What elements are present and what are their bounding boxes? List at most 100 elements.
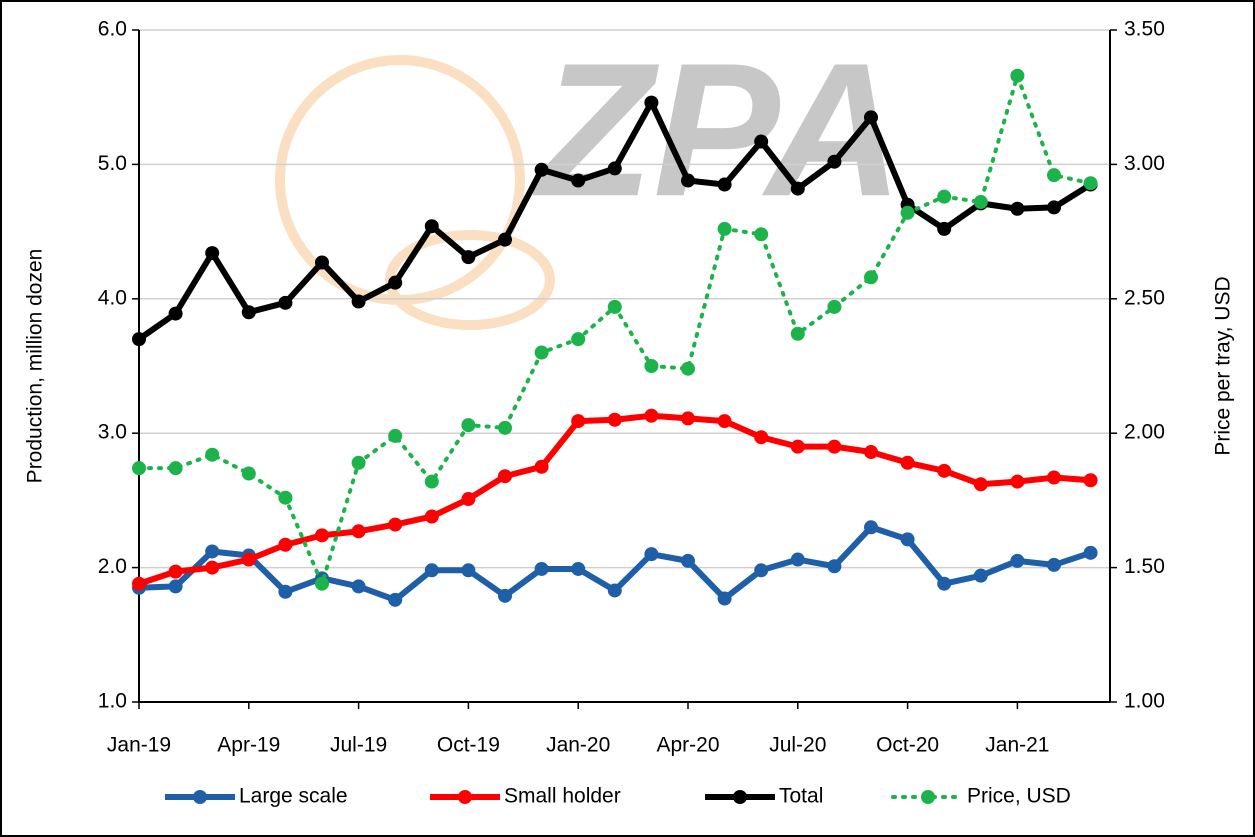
data-point [169, 579, 183, 593]
x-tick-label: Jul-19 [330, 734, 387, 757]
data-point [571, 174, 585, 188]
y-tick-label: 6.0 [98, 18, 127, 41]
data-point [461, 418, 475, 432]
data-point [644, 409, 658, 423]
data-point [791, 440, 805, 454]
x-tick-label: Jan-20 [546, 734, 610, 757]
data-point [827, 559, 841, 573]
data-point [1010, 202, 1024, 216]
data-point [278, 491, 292, 505]
data-point [718, 222, 732, 236]
data-point [535, 460, 549, 474]
data-point [352, 579, 366, 593]
data-point [1047, 471, 1061, 485]
data-point [937, 222, 951, 236]
data-point [791, 182, 805, 196]
data-point [205, 448, 219, 462]
y2-tick-label: 2.50 [1124, 286, 1165, 309]
data-point [754, 563, 768, 577]
x-tick-label: Jan-19 [107, 734, 171, 757]
x-tick-label: Oct-19 [437, 734, 500, 757]
chart: ZPA Production, million dozen Price per … [0, 0, 1255, 837]
data-point [388, 429, 402, 443]
data-point [1010, 554, 1024, 568]
y-tick-label: 2.0 [98, 555, 127, 578]
y2-tick-label: 1.50 [1124, 555, 1165, 578]
data-point [242, 305, 256, 319]
data-point [974, 195, 988, 209]
data-point [644, 96, 658, 110]
data-point [1010, 69, 1024, 83]
watermark: ZPA [532, 24, 903, 236]
data-point [352, 456, 366, 470]
data-point [315, 256, 329, 270]
x-tick-label: Oct-20 [876, 734, 939, 757]
data-point [901, 532, 915, 546]
data-point [1047, 200, 1061, 214]
data-point [571, 414, 585, 428]
data-point [681, 554, 695, 568]
data-point [864, 445, 878, 459]
data-point [169, 565, 183, 579]
y2-tick-label: 3.00 [1124, 152, 1165, 175]
y2-axis-label: Price per tray, USD [1212, 276, 1235, 455]
y-tick-label: 3.0 [98, 421, 127, 444]
data-point [425, 219, 439, 233]
x-tick-label: Apr-20 [656, 734, 719, 757]
data-point [974, 569, 988, 583]
data-point [1084, 546, 1098, 560]
data-point [608, 161, 622, 175]
data-point [827, 300, 841, 314]
data-point [535, 562, 549, 576]
data-point [278, 538, 292, 552]
data-point [718, 592, 732, 606]
data-point [974, 477, 988, 491]
data-point [315, 528, 329, 542]
data-point [352, 524, 366, 538]
legend-marker [193, 790, 207, 804]
data-point [425, 475, 439, 489]
data-point [132, 461, 146, 475]
data-point [169, 307, 183, 321]
data-point [608, 413, 622, 427]
data-point [132, 577, 146, 591]
data-point [937, 577, 951, 591]
data-point [352, 294, 366, 308]
data-point [681, 174, 695, 188]
data-point [535, 346, 549, 360]
data-point [827, 440, 841, 454]
y2-tick-label: 2.00 [1124, 421, 1165, 444]
data-point [242, 467, 256, 481]
data-point [864, 110, 878, 124]
data-point [461, 492, 475, 506]
data-point [132, 332, 146, 346]
legend-label: Large scale [239, 785, 348, 808]
data-point [425, 563, 439, 577]
x-tick-label: Jan-21 [985, 734, 1049, 757]
data-point [169, 461, 183, 475]
data-point [754, 135, 768, 149]
data-point [644, 547, 658, 561]
x-tick-label: Apr-19 [217, 734, 280, 757]
y-tick-label: 5.0 [98, 152, 127, 175]
data-point [608, 583, 622, 597]
data-point [681, 411, 695, 425]
data-point [754, 430, 768, 444]
y-axis-label: Production, million dozen [24, 249, 47, 484]
data-point [791, 327, 805, 341]
data-point [1047, 558, 1061, 572]
data-point [937, 464, 951, 478]
data-point [571, 562, 585, 576]
data-point [498, 589, 512, 603]
data-point [901, 456, 915, 470]
data-point [278, 585, 292, 599]
data-point [461, 563, 475, 577]
data-point [498, 469, 512, 483]
data-point [791, 553, 805, 567]
data-point [718, 178, 732, 192]
legend-label: Small holder [504, 785, 621, 808]
data-point [1084, 473, 1098, 487]
data-point [498, 233, 512, 247]
data-point [388, 276, 402, 290]
legend-label: Price, USD [967, 785, 1071, 808]
